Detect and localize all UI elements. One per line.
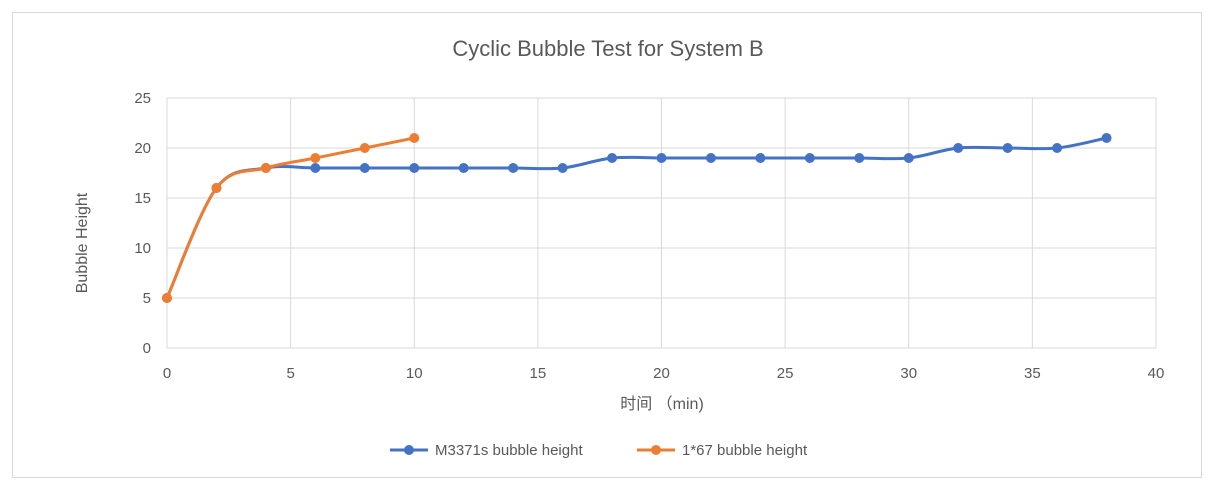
chart-frame	[12, 12, 1202, 478]
legend-label: 1*67 bubble height	[682, 442, 808, 459]
y-tick-label: 0	[143, 340, 151, 357]
legend: M3371s bubble height 1*67 bubble height	[390, 442, 808, 459]
data-point	[705, 153, 716, 163]
data-point	[755, 153, 766, 163]
data-point	[359, 163, 370, 173]
data-point	[804, 153, 815, 163]
x-tick-labels: 0 5 10 15 20 25 30 35 40	[163, 365, 1165, 382]
legend-label: M3371s bubble height	[435, 442, 583, 459]
legend-marker	[651, 445, 661, 455]
data-point	[1101, 133, 1112, 143]
series-layer	[162, 133, 1112, 303]
data-point	[211, 183, 222, 193]
x-tick-label: 40	[1148, 365, 1165, 382]
series-2	[162, 133, 420, 303]
y-axis-title: Bubble Height	[74, 192, 91, 293]
y-tick-label: 10	[134, 240, 151, 257]
data-point	[458, 163, 469, 173]
data-point	[359, 143, 370, 153]
legend-item: M3371s bubble height	[390, 442, 583, 459]
legend-item: 1*67 bubble height	[637, 442, 808, 459]
y-tick-labels: 0 5 10 15 20 25	[134, 90, 151, 357]
legend-marker	[404, 445, 414, 455]
data-point	[854, 153, 865, 163]
x-tick-label: 15	[530, 365, 547, 382]
x-tick-label: 10	[406, 365, 423, 382]
data-point	[310, 153, 321, 163]
data-point	[557, 163, 568, 173]
series-1	[162, 133, 1112, 303]
y-tick-label: 20	[134, 140, 151, 157]
data-point	[953, 143, 964, 153]
data-point	[162, 293, 172, 303]
data-point	[508, 163, 519, 173]
data-point	[1052, 143, 1063, 153]
grid-lines	[166, 97, 1157, 349]
data-point	[656, 153, 667, 163]
x-tick-label: 20	[653, 365, 670, 382]
y-tick-label: 5	[143, 290, 151, 307]
chart-title: Cyclic Bubble Test for System B	[452, 36, 763, 61]
data-point	[903, 153, 914, 163]
x-tick-label: 5	[286, 365, 294, 382]
y-tick-label: 25	[134, 90, 151, 107]
data-point	[607, 153, 618, 163]
x-tick-label: 30	[900, 365, 917, 382]
data-point	[409, 163, 420, 173]
data-point	[260, 163, 271, 173]
x-tick-label: 0	[163, 365, 171, 382]
data-point	[310, 163, 321, 173]
series-line	[165, 136, 1107, 299]
data-point	[409, 133, 420, 143]
y-tick-label: 15	[134, 190, 151, 207]
x-tick-label: 35	[1024, 365, 1041, 382]
x-tick-label: 25	[777, 365, 794, 382]
data-point	[1002, 143, 1013, 153]
x-axis-title: 时间 （min)	[620, 395, 704, 413]
